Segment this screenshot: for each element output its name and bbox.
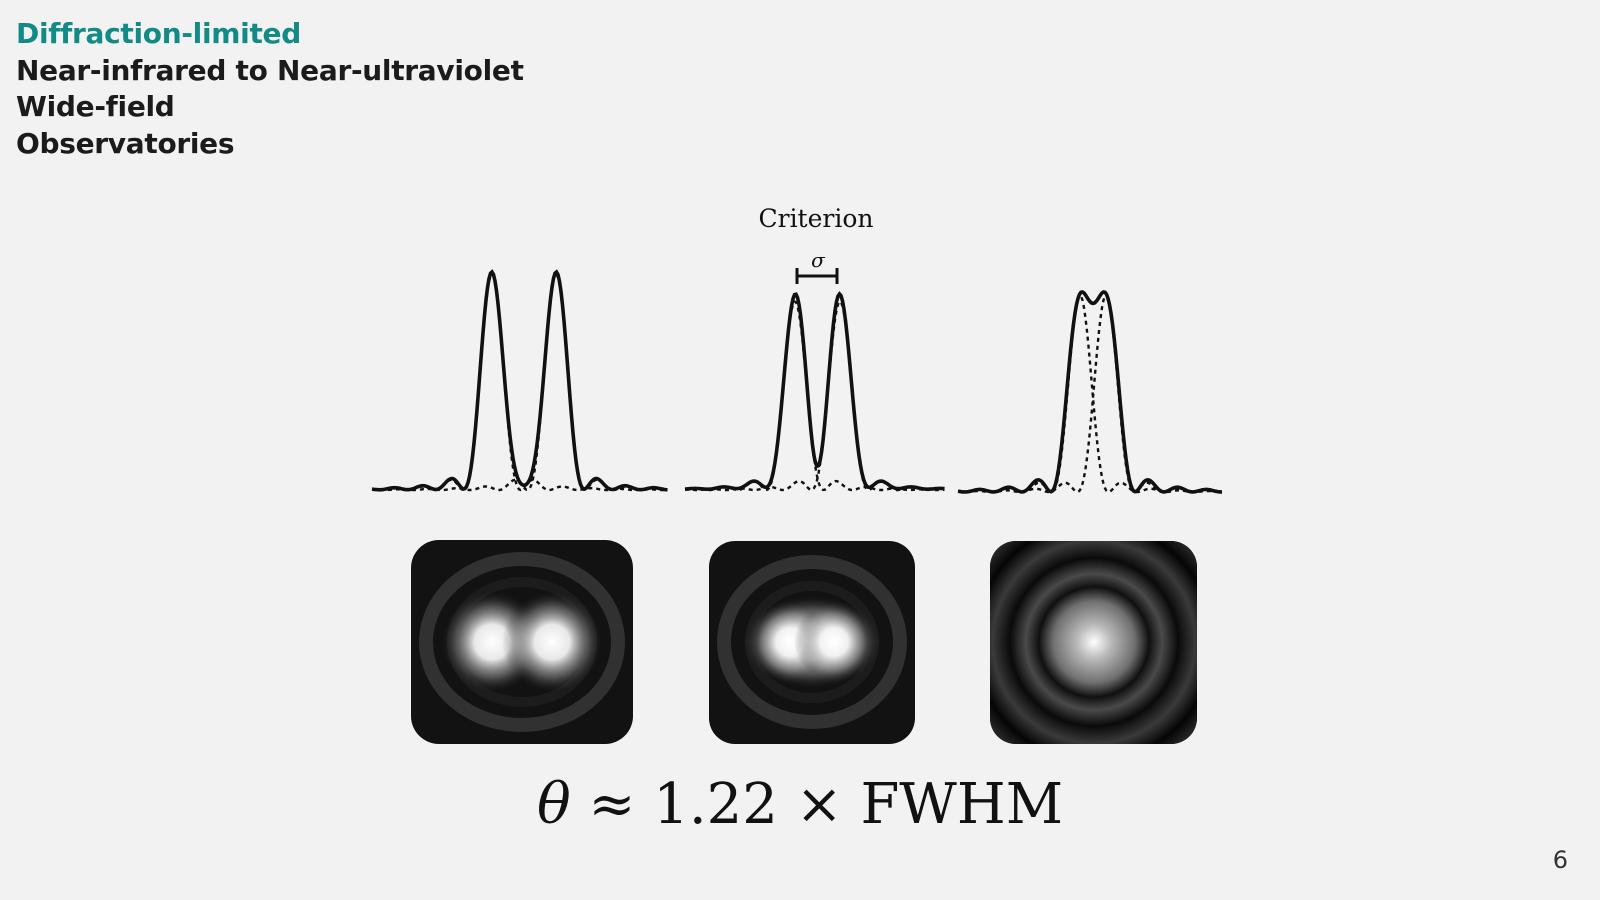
heading-diffraction-limited: Diffraction-limited [16, 17, 301, 50]
heading-observatories: Observatories [16, 126, 235, 160]
criterion-label: Criterion [758, 204, 873, 233]
airy-pattern-criterion [709, 541, 915, 744]
heading-list: Diffraction-limited Near-infrared to Nea… [16, 16, 524, 162]
airy-pattern-unresolved [990, 541, 1197, 744]
formula-quantity: FWHM [860, 772, 1064, 837]
profile-criterion-source-b [685, 300, 945, 492]
profile-unresolved-total [957, 290, 1222, 494]
sigma-symbol: σ [811, 248, 826, 272]
profile-resolved-total [371, 269, 668, 492]
formula-times: × [795, 772, 843, 837]
heading-wide-field: Wide-field [16, 90, 175, 123]
profile-unresolved-source-a [957, 293, 1223, 494]
page-number: 6 [1552, 846, 1568, 874]
formula-approx: ≈ [588, 772, 636, 837]
formula-theta: θ [536, 772, 571, 837]
heading-wavelength-range: Near-infrared to Near-ultraviolet [16, 53, 524, 87]
profile-resolved-source-b [372, 272, 668, 492]
profile-resolved-source-a [371, 272, 668, 492]
profile-unresolved-source-b [957, 293, 1222, 494]
airy-pattern-resolved [411, 540, 633, 744]
formula-value: 1.22 [653, 772, 778, 837]
intensity-profiles [371, 269, 1223, 494]
profile-criterion-total [684, 291, 945, 491]
separation-bracket [795, 268, 839, 284]
resolution-formula: θ ≈ 1.22 × FWHM [0, 770, 1600, 840]
